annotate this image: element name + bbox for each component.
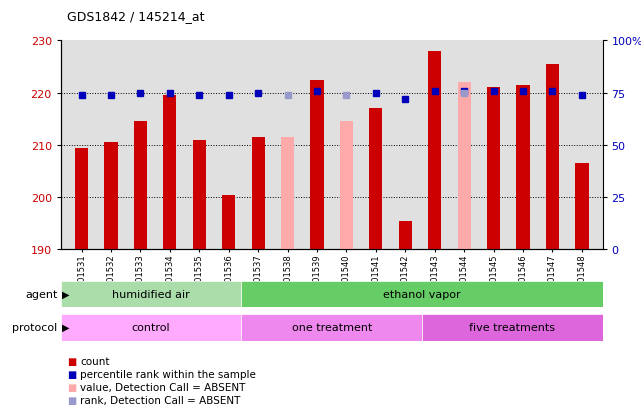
- Bar: [163, 96, 176, 250]
- Text: value, Detection Call = ABSENT: value, Detection Call = ABSENT: [80, 382, 246, 392]
- Bar: [134, 122, 147, 250]
- Bar: [487, 88, 500, 250]
- Text: ▶: ▶: [62, 322, 70, 332]
- Bar: [517, 85, 529, 250]
- Text: ■: ■: [67, 369, 76, 379]
- Text: ■: ■: [67, 395, 76, 405]
- Text: ethanol vapor: ethanol vapor: [383, 289, 461, 299]
- Bar: [61, 281, 242, 308]
- Bar: [251, 138, 265, 250]
- Bar: [422, 314, 603, 341]
- Bar: [428, 52, 442, 250]
- Text: agent: agent: [25, 289, 58, 299]
- Text: control: control: [132, 322, 171, 332]
- Text: GDS1842 / 145214_at: GDS1842 / 145214_at: [67, 10, 205, 23]
- Bar: [281, 138, 294, 250]
- Bar: [193, 140, 206, 250]
- Bar: [242, 314, 422, 341]
- Bar: [61, 314, 242, 341]
- Text: ▶: ▶: [62, 289, 70, 299]
- Text: ■: ■: [67, 356, 76, 366]
- Bar: [399, 221, 412, 250]
- Bar: [546, 65, 559, 250]
- Text: rank, Detection Call = ABSENT: rank, Detection Call = ABSENT: [80, 395, 240, 405]
- Bar: [242, 281, 603, 308]
- Text: protocol: protocol: [12, 322, 58, 332]
- Bar: [222, 195, 235, 250]
- Bar: [458, 83, 470, 250]
- Bar: [310, 81, 324, 250]
- Bar: [340, 122, 353, 250]
- Text: ■: ■: [67, 382, 76, 392]
- Bar: [104, 143, 117, 250]
- Text: count: count: [80, 356, 110, 366]
- Text: one treatment: one treatment: [292, 322, 372, 332]
- Text: humidified air: humidified air: [112, 289, 190, 299]
- Bar: [576, 164, 588, 250]
- Text: five treatments: five treatments: [469, 322, 555, 332]
- Bar: [75, 148, 88, 250]
- Bar: [369, 109, 383, 250]
- Text: percentile rank within the sample: percentile rank within the sample: [80, 369, 256, 379]
